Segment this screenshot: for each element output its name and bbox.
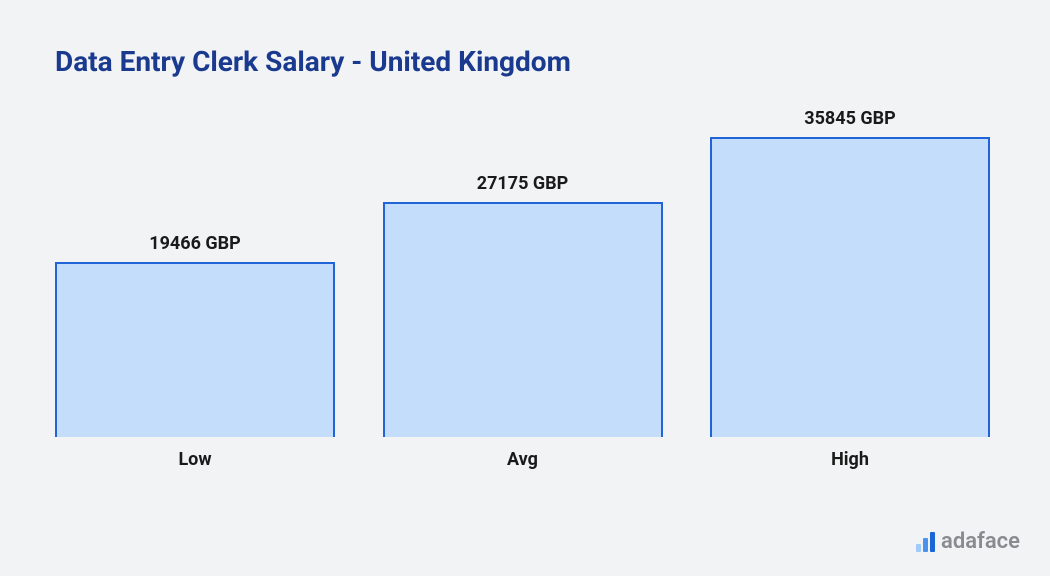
bar-group-high: 35845 GBP High (710, 108, 990, 470)
bar-label-high: High (831, 449, 869, 470)
bar-avg (383, 202, 663, 437)
chart-area: 19466 GBP Low 27175 GBP Avg 35845 GBP Hi… (55, 145, 990, 470)
logo-text: adaface (941, 529, 1020, 554)
bar-value-high: 35845 GBP (804, 108, 895, 129)
bar-group-avg: 27175 GBP Avg (383, 173, 663, 470)
chart-title: Data Entry Clerk Salary - United Kingdom (55, 45, 571, 78)
bar-label-low: Low (178, 449, 211, 470)
bar-label-avg: Avg (507, 449, 538, 470)
logo-icon (916, 532, 935, 552)
bar-group-low: 19466 GBP Low (55, 233, 335, 470)
bar-value-low: 19466 GBP (149, 233, 240, 254)
logo-bar-2 (923, 538, 928, 552)
logo: adaface (916, 529, 1020, 554)
logo-bar-3 (930, 532, 935, 552)
logo-bar-1 (916, 544, 921, 552)
bar-high (710, 137, 990, 437)
chart-container: Data Entry Clerk Salary - United Kingdom… (0, 0, 1050, 576)
bar-value-avg: 27175 GBP (477, 173, 568, 194)
bar-low (55, 262, 335, 437)
